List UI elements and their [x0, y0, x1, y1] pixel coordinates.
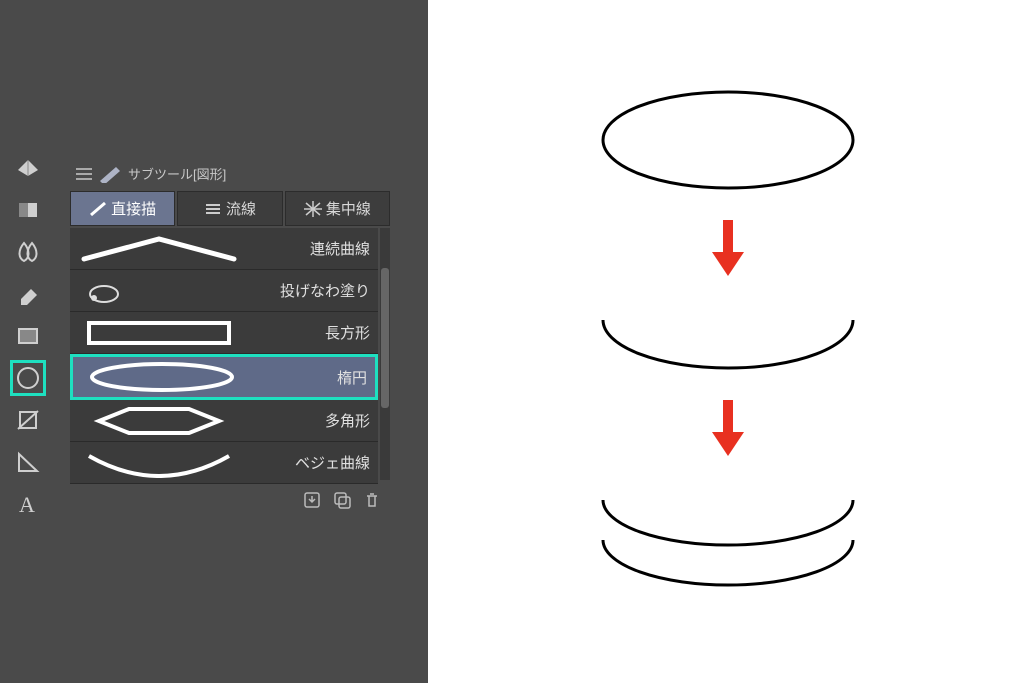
row-continuous-curve[interactable]: 連続曲線 [70, 228, 378, 270]
brush-icon [98, 165, 122, 183]
scrollbar[interactable] [380, 228, 390, 480]
row-ellipse[interactable]: 楕円 [70, 354, 378, 400]
scrollbar-thumb[interactable] [381, 268, 389, 408]
svg-text:A: A [19, 492, 35, 517]
tab-focus-line[interactable]: 集中線 [285, 191, 390, 226]
row-label: 楕円 [337, 367, 367, 388]
row-rectangle[interactable]: 長方形 [70, 312, 378, 354]
preview-bezier [74, 445, 244, 481]
preview-ellipse [77, 359, 247, 395]
tab-label: 直接描 [111, 198, 156, 219]
preview-polygon [74, 403, 244, 439]
preview-rectangle [74, 315, 244, 351]
blend-tool-icon[interactable] [10, 234, 46, 270]
app-panel: A サブツール[図形] 直接描 流線 集中線 [0, 0, 428, 683]
row-label: 多角形 [325, 410, 370, 431]
subtool-list: 連続曲線 投げなわ塗り 長方形 楕円 [70, 228, 378, 484]
tab-label: 集中線 [326, 198, 371, 219]
subtool-title: サブツール[図形] [128, 164, 226, 183]
subtool-tabs: 直接描 流線 集中線 [70, 191, 390, 226]
row-bezier[interactable]: ベジェ曲線 [70, 442, 378, 484]
subtool-panel: サブツール[図形] 直接描 流線 集中線 連続曲線 [70, 160, 390, 510]
text-tool-icon[interactable]: A [10, 486, 46, 522]
gradient-tool-icon[interactable] [10, 192, 46, 228]
duplicate-icon[interactable] [332, 490, 352, 510]
panel-action-icons [70, 484, 390, 510]
ruler-tool-icon[interactable] [10, 444, 46, 480]
preview-continuous-curve [74, 231, 244, 267]
vertical-toolbar: A [10, 150, 50, 522]
preview-lasso-fill [74, 273, 244, 309]
import-icon[interactable] [302, 490, 322, 510]
ellipse-progression-diagram [428, 0, 1024, 683]
menu-icon[interactable] [76, 168, 92, 180]
frame-tool-icon[interactable] [10, 402, 46, 438]
eraser-tool-icon[interactable] [10, 276, 46, 312]
fill-tool-icon[interactable] [10, 150, 46, 186]
ellipse-tool-icon[interactable] [10, 360, 46, 396]
row-polygon[interactable]: 多角形 [70, 400, 378, 442]
tab-label: 流線 [226, 198, 256, 219]
row-lasso-fill[interactable]: 投げなわ塗り [70, 270, 378, 312]
tab-direct-draw[interactable]: 直接描 [70, 191, 175, 226]
subtool-header: サブツール[図形] [70, 160, 390, 187]
row-label: ベジェ曲線 [295, 452, 370, 473]
row-label: 連続曲線 [310, 238, 370, 259]
tab-stream-line[interactable]: 流線 [177, 191, 282, 226]
canvas-diagram [428, 0, 1024, 683]
row-label: 投げなわ塗り [280, 280, 370, 301]
row-label: 長方形 [325, 322, 370, 343]
trash-icon[interactable] [362, 490, 382, 510]
rect-tool-icon[interactable] [10, 318, 46, 354]
